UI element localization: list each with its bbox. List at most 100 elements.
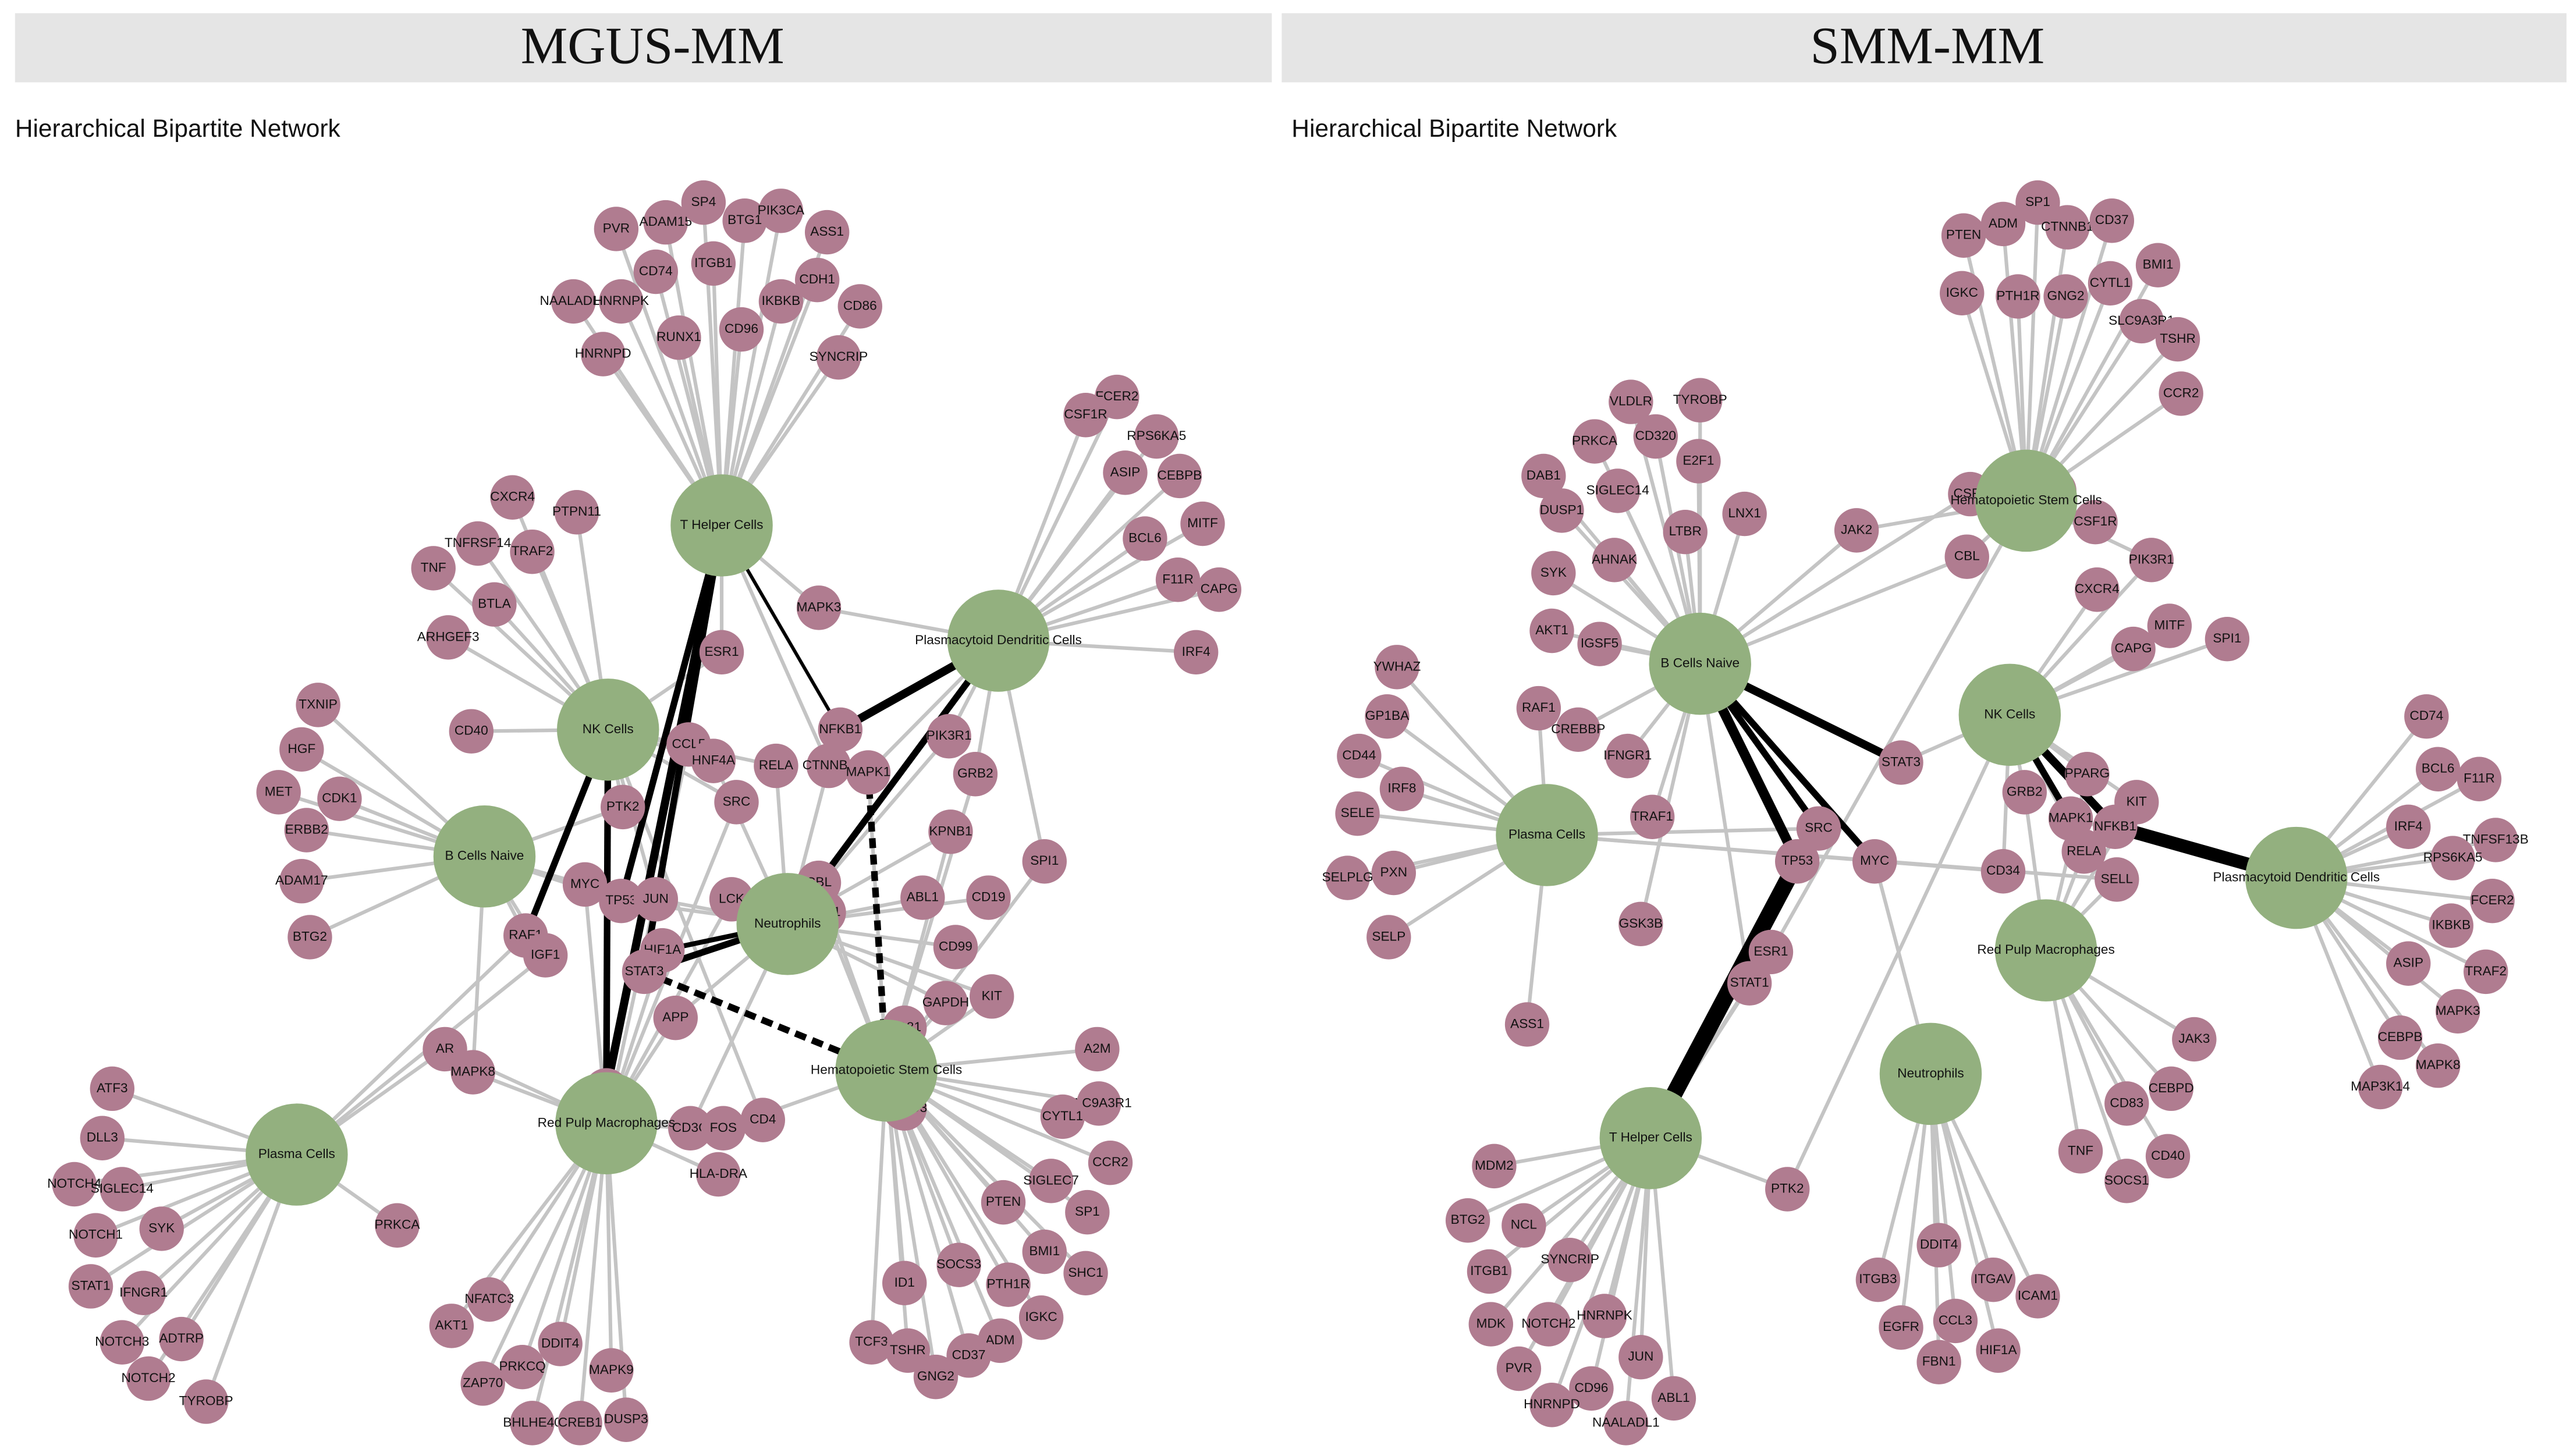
gene-label: PTH1R — [1996, 288, 2039, 303]
gene-label: F11R — [2463, 771, 2495, 786]
gene-node — [719, 307, 764, 352]
gene-label: RELA — [2067, 843, 2102, 858]
gene-label: E2F1 — [1682, 453, 1714, 467]
gene-label: ASIP — [1110, 464, 1141, 479]
gene-label: RUNX1 — [656, 329, 701, 344]
gene-node — [68, 1264, 113, 1309]
gene-node — [1103, 450, 1148, 495]
gene-node — [913, 1354, 959, 1400]
gene-node — [1325, 855, 1370, 900]
gene-label: ASIP — [2393, 956, 2423, 970]
gene-label: CD40 — [455, 723, 488, 738]
gene-node — [2457, 757, 2502, 801]
gene-label: TSHR — [890, 1343, 926, 1357]
cell-type-label: T Helper Cells — [680, 517, 764, 532]
gene-node — [1375, 645, 1419, 690]
gene-label: PVR — [603, 221, 630, 235]
gene-node — [490, 475, 535, 520]
gene-node — [1592, 538, 1637, 583]
gene-label: PPARG — [2065, 766, 2110, 780]
gene-node — [1063, 1251, 1108, 1296]
gene-label: RAF1 — [1522, 700, 1556, 715]
gene-label: FBN1 — [1922, 1354, 1956, 1369]
gene-label: IKBKB — [2432, 918, 2471, 932]
gene-label: SELP — [1372, 929, 1405, 943]
gene-node — [923, 981, 968, 1025]
cell-type-label: NK Cells — [1984, 706, 2035, 721]
gene-node — [927, 713, 971, 759]
gene-label: IGKC — [1946, 285, 1978, 300]
gene-label: STAT1 — [71, 1278, 110, 1292]
gene-label: HGF — [287, 741, 315, 756]
gene-label: HIF1A — [1979, 1343, 2017, 1357]
gene-label: HNRNPD — [575, 346, 631, 361]
gene-node — [279, 859, 324, 904]
gene-label: GNG2 — [2047, 288, 2085, 303]
gene-label: TNF — [2068, 1143, 2093, 1157]
gene-node — [1065, 1189, 1110, 1235]
gene-label: MAPK8 — [450, 1064, 495, 1079]
gene-node — [287, 915, 332, 960]
gene-label: FCER2 — [2471, 893, 2514, 907]
gene-label: IRF8 — [1387, 781, 1416, 796]
gene-node — [818, 707, 863, 752]
gene-node — [1365, 694, 1410, 739]
cell-type-node — [670, 474, 773, 577]
gene-label: YWHAZ — [1373, 659, 1421, 673]
gene-node — [73, 1213, 118, 1258]
gene-label: TCF3 — [855, 1334, 888, 1349]
gene-node — [882, 1260, 927, 1306]
gene-node — [100, 1167, 145, 1212]
gene-label: NOTCH4 — [47, 1176, 101, 1191]
gene-node — [622, 949, 667, 995]
gene-label: CD96 — [1575, 1380, 1609, 1395]
gene-node — [1834, 508, 1879, 553]
gene-node — [279, 727, 324, 772]
gene-node — [1501, 1203, 1546, 1248]
gene-label: IKBKB — [762, 293, 801, 308]
gene-label: PTPN11 — [552, 504, 601, 519]
gene-label: MET — [265, 784, 293, 798]
cell-type-node — [835, 1019, 938, 1122]
gene-node — [1676, 439, 1721, 484]
gene-node — [691, 738, 736, 783]
gene-node — [317, 776, 362, 821]
gene-label: GP1BA — [1365, 708, 1410, 723]
gene-node — [450, 1050, 495, 1095]
gene-node — [946, 1333, 991, 1378]
gene-node — [599, 279, 644, 324]
gene-node — [2416, 747, 2461, 791]
gene-label: IGF1 — [531, 947, 560, 962]
gene-label: STAT3 — [624, 964, 663, 978]
gene-label: IRF4 — [2394, 819, 2423, 833]
gene-node — [1618, 901, 1663, 947]
gene-node — [1531, 551, 1576, 596]
gene-node — [1337, 733, 1382, 779]
edge — [614, 228, 723, 526]
cell-type-node — [736, 873, 839, 975]
gene-label: AR — [436, 1041, 454, 1056]
gene-node — [558, 1401, 602, 1446]
gene-node — [986, 1262, 1031, 1307]
gene-label: HLA-DRA — [690, 1166, 748, 1181]
gene-label: MAPK8 — [2416, 1057, 2461, 1072]
gene-node — [455, 521, 500, 566]
gene-label: PTK2 — [1771, 1181, 1804, 1195]
gene-node — [139, 1206, 184, 1251]
gene-node — [1630, 794, 1675, 840]
gene-label: CD74 — [2409, 708, 2443, 723]
panel-subtitle: Hierarchical Bipartite Network — [1291, 115, 1617, 142]
gene-label: CTNNB1 — [2041, 219, 2094, 234]
gene-label: BTG1 — [727, 212, 762, 227]
gene-label: DDIT4 — [541, 1336, 579, 1351]
gene-node — [699, 630, 744, 675]
cell-type-label: B Cells Naive — [1660, 656, 1740, 670]
gene-node — [1933, 1298, 1978, 1344]
cell-type-label: Plasma Cells — [1508, 827, 1585, 841]
gene-node — [2075, 567, 2120, 612]
cell-type-node — [1649, 612, 1751, 715]
gene-node — [2404, 694, 2449, 739]
gene-node — [2149, 1066, 2193, 1111]
gene-node — [681, 180, 726, 225]
